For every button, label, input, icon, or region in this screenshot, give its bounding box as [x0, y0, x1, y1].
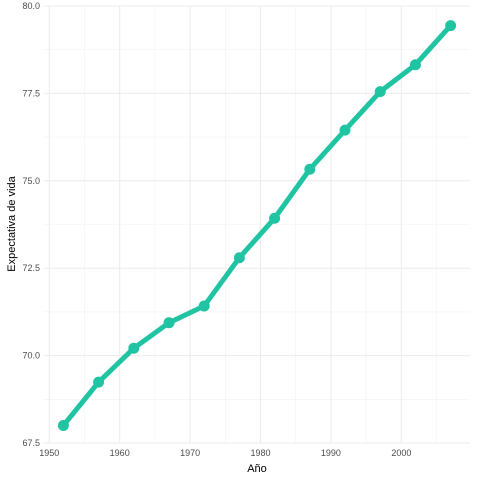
- y-tick-label: 70.0: [22, 351, 40, 361]
- x-axis-ticks: 1950 1960 1970 1980 1990 2000: [39, 448, 411, 458]
- x-tick-label: 1970: [180, 448, 200, 458]
- gridlines: [44, 5, 470, 444]
- y-axis-title: Expectativa de vida: [6, 175, 18, 271]
- data-point: [93, 376, 105, 388]
- data-point: [339, 124, 351, 136]
- data-point: [409, 59, 421, 71]
- data-point: [198, 300, 210, 312]
- x-axis-title: Año: [247, 463, 267, 475]
- x-tick-label: 1950: [39, 448, 59, 458]
- y-tick-label: 75.0: [22, 176, 40, 186]
- y-tick-label: 80.0: [22, 1, 40, 11]
- data-point: [128, 342, 140, 354]
- data-point: [233, 252, 245, 264]
- data-point: [445, 20, 457, 32]
- y-tick-label: 72.5: [22, 263, 40, 273]
- data-point: [163, 317, 175, 329]
- data-point: [57, 420, 69, 432]
- x-tick-label: 1980: [251, 448, 271, 458]
- series-line: [60, 23, 454, 429]
- data-point: [269, 212, 281, 224]
- y-tick-label: 67.5: [22, 438, 40, 448]
- series-line-group: [60, 23, 454, 429]
- y-tick-label: 77.5: [22, 88, 40, 98]
- x-tick-label: 2000: [391, 448, 411, 458]
- x-tick-label: 1960: [110, 448, 130, 458]
- x-tick-label: 1990: [321, 448, 341, 458]
- data-point: [374, 86, 386, 98]
- y-axis-ticks: 67.5 70.0 72.5 75.0 77.5 80.0: [22, 1, 40, 448]
- data-point: [304, 163, 316, 175]
- data-points-group: [57, 20, 457, 432]
